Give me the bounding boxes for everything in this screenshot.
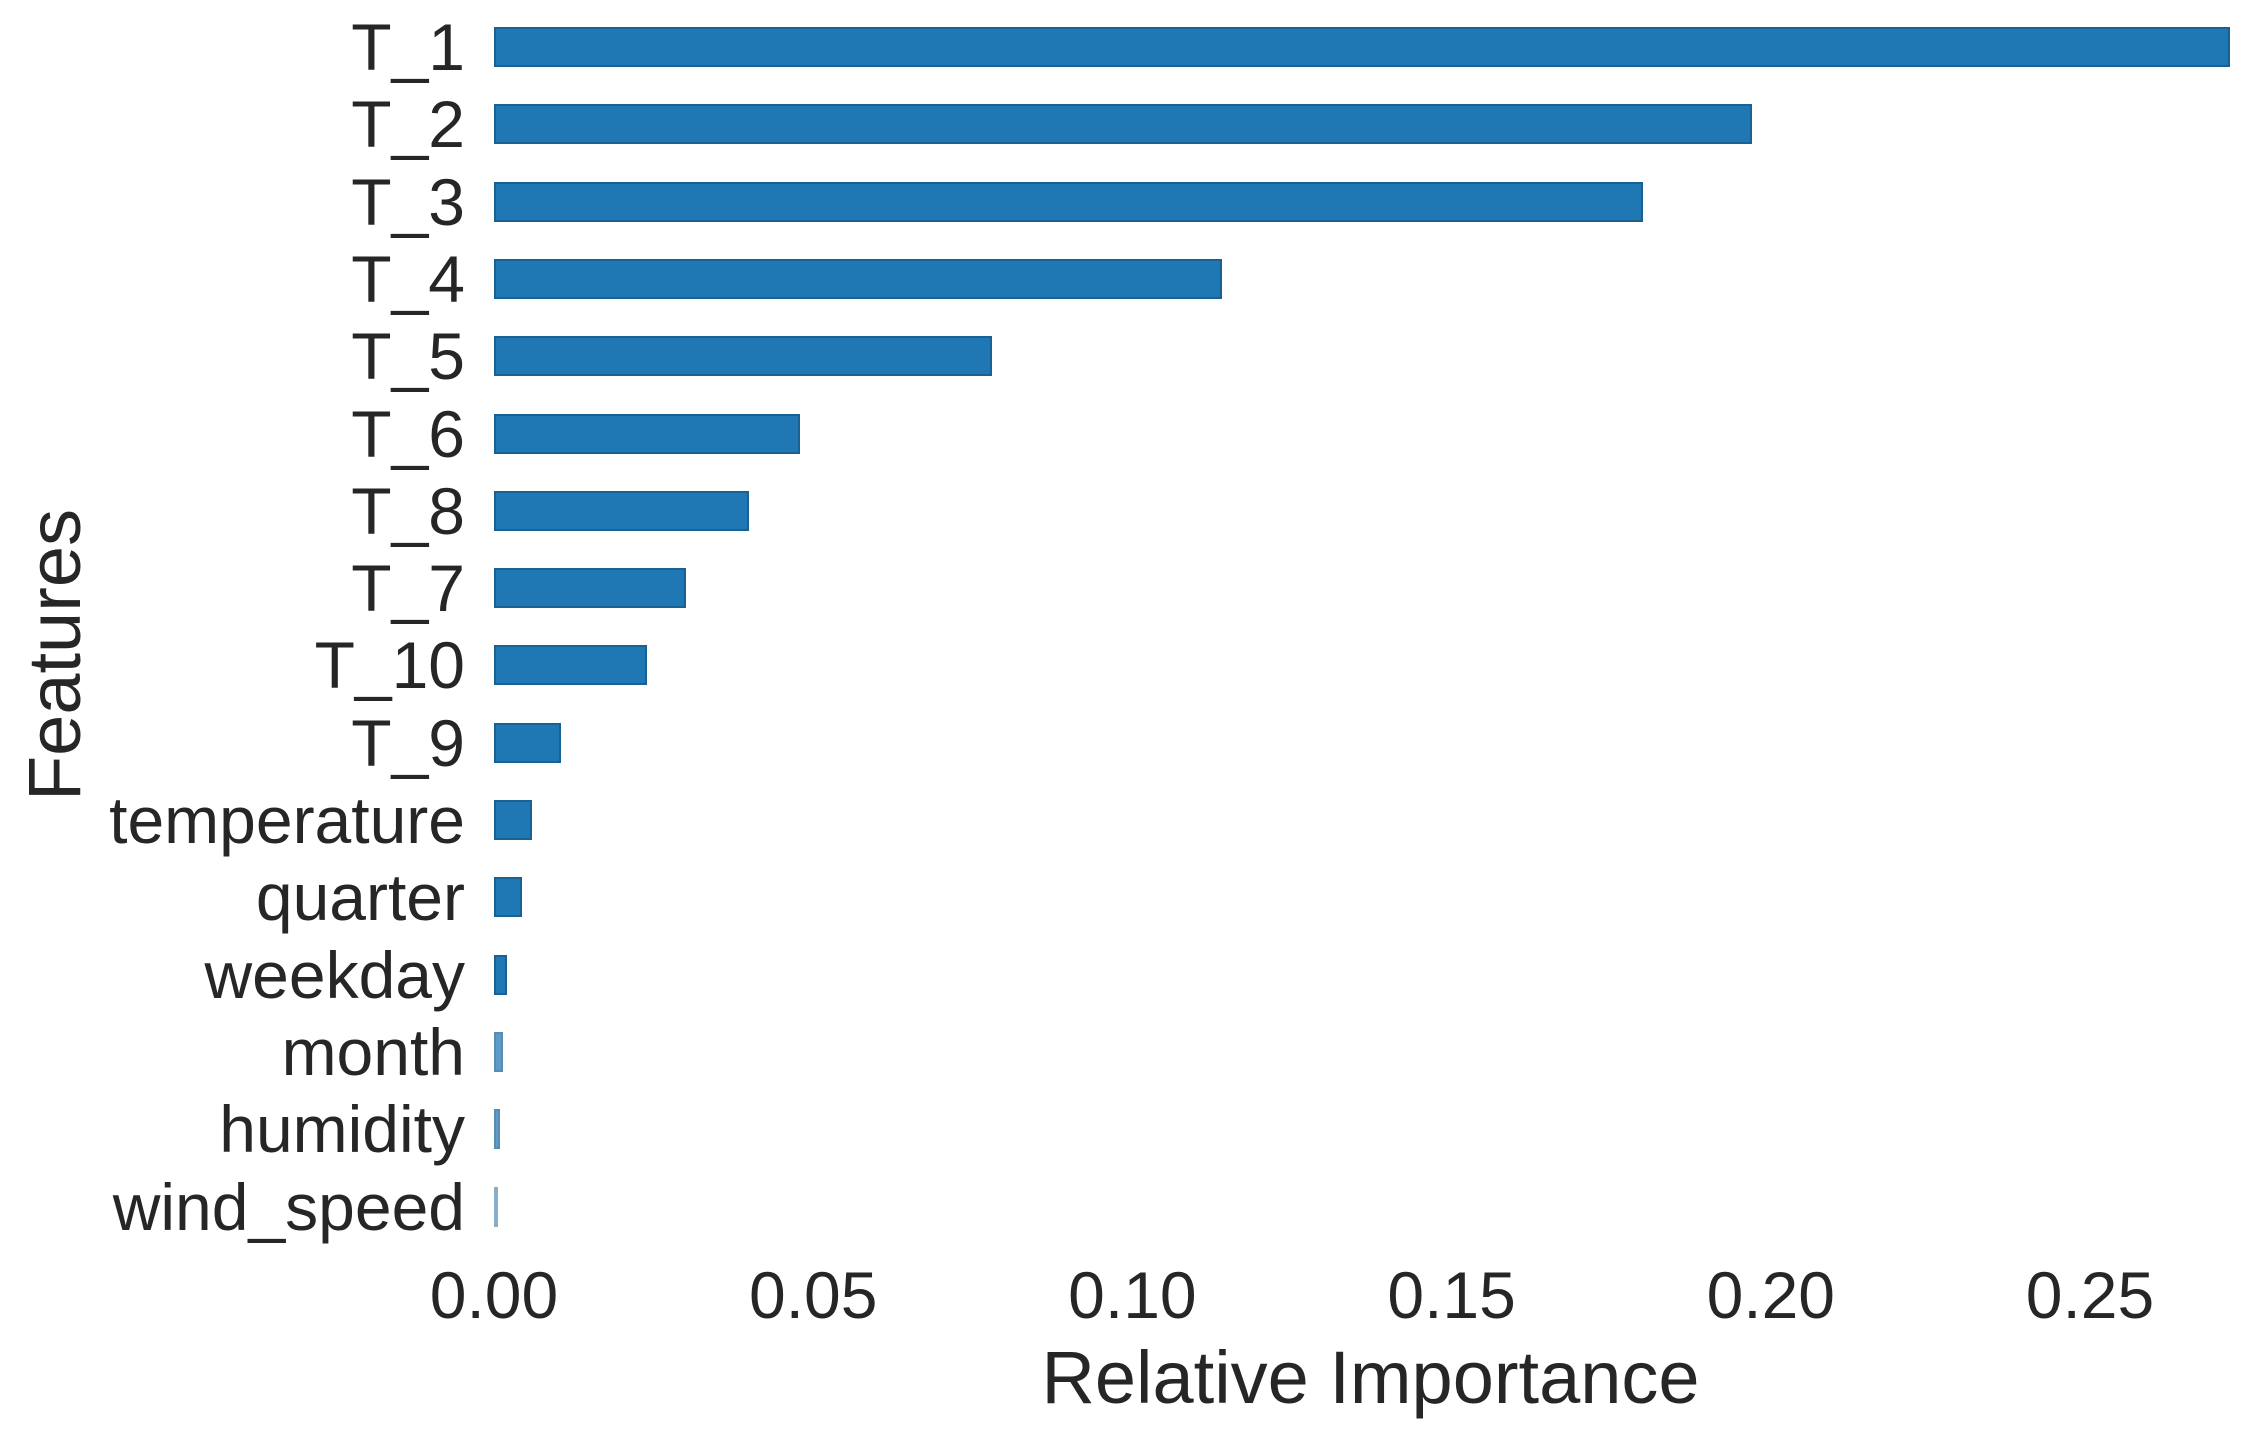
x-axis-label: Relative Importance [1041, 1336, 1700, 1419]
ytick-label-month: month [281, 1014, 465, 1089]
bar-t_5 [494, 336, 992, 377]
xtick-label-0.25: 0.25 [2025, 1258, 2155, 1332]
ytick-label-t_1: T_1 [351, 10, 465, 84]
xtick-label-0.15: 0.15 [1387, 1258, 1516, 1332]
xtick-label-0.20: 0.20 [1706, 1258, 1836, 1332]
bar-quarter [494, 877, 523, 918]
xtick-label-0.00: 0.00 [429, 1258, 559, 1332]
ytick-label-weekday: weekday [204, 937, 466, 1012]
bar-t_10 [494, 645, 648, 686]
bar-t_9 [494, 722, 562, 763]
ytick-label-t_8: T_8 [351, 473, 465, 548]
bar-t_7 [494, 568, 686, 609]
ytick-label-t_10: T_10 [314, 628, 465, 703]
xtick-label-0.05: 0.05 [748, 1258, 878, 1332]
bar-weekday [494, 954, 507, 995]
ytick-label-t_6: T_6 [351, 396, 465, 471]
bar-temperature [494, 800, 533, 840]
ytick-label-wind_speed: wind_speed [112, 1169, 465, 1244]
bar-t_2 [494, 104, 1752, 145]
bar-month [494, 1031, 503, 1072]
ytick-label-t_5: T_5 [351, 319, 465, 394]
ytick-label-humidity: humidity [219, 1092, 465, 1167]
ytick-label-temperature: temperature [109, 783, 465, 857]
ytick-label-t_3: T_3 [351, 164, 465, 239]
ytick-label-quarter: quarter [255, 860, 465, 935]
bar-t_1 [494, 27, 2231, 67]
ytick-label-t_7: T_7 [351, 551, 465, 626]
bar-wind_speed [494, 1186, 499, 1227]
bar-t_3 [494, 181, 1644, 222]
ytick-label-t_4: T_4 [351, 241, 465, 316]
bar-humidity [494, 1109, 501, 1150]
bar-t_6 [494, 413, 801, 454]
ytick-label-t_9: T_9 [351, 705, 465, 780]
bar-t_4 [494, 258, 1222, 299]
ytick-label-t_2: T_2 [351, 87, 465, 162]
bar-t_8 [494, 490, 750, 531]
xtick-label-0.10: 0.10 [1068, 1258, 1197, 1332]
